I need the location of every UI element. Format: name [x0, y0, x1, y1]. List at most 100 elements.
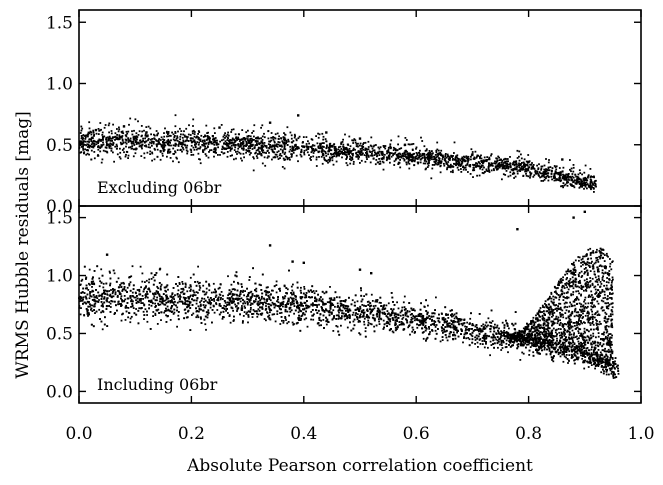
- data-point: [544, 170, 547, 172]
- data-point: [324, 138, 327, 140]
- data-point: [491, 320, 494, 322]
- data-point: [125, 142, 128, 145]
- data-point: [585, 183, 587, 186]
- data-point: [494, 323, 496, 326]
- data-point: [430, 154, 433, 157]
- data-point: [195, 291, 198, 293]
- data-point: [574, 173, 577, 176]
- data-point: [321, 145, 324, 148]
- data-point: [488, 171, 491, 173]
- data-point: [515, 162, 518, 165]
- data-point: [479, 155, 481, 158]
- data-point: [615, 365, 618, 368]
- data-point: [519, 170, 522, 172]
- data-point: [568, 175, 571, 178]
- data-point: [382, 312, 384, 315]
- data-point: [333, 143, 336, 145]
- data-point: [409, 333, 411, 336]
- data-point: [591, 358, 594, 361]
- data-point: [552, 360, 555, 363]
- data-point: [551, 178, 553, 181]
- data-point: [400, 321, 403, 323]
- data-point: [163, 146, 165, 149]
- data-point: [189, 276, 192, 279]
- data-point: [88, 282, 90, 285]
- data-point: [258, 153, 261, 155]
- data-point: [587, 361, 589, 364]
- data-point: [440, 312, 443, 315]
- data-point: [219, 140, 221, 143]
- data-point: [205, 124, 208, 127]
- data-point: [158, 142, 160, 145]
- data-point: [294, 144, 296, 147]
- data-point: [313, 313, 315, 316]
- data-point: [135, 308, 137, 310]
- data-point: [217, 299, 220, 302]
- data-point: [111, 292, 114, 295]
- data-point: [168, 134, 171, 137]
- data-point: [196, 135, 198, 138]
- data-point: [230, 128, 233, 131]
- data-point: [207, 309, 210, 312]
- data-point: [611, 358, 614, 360]
- data-point: [143, 156, 146, 159]
- data-point: [221, 298, 224, 300]
- data-point: [83, 314, 86, 317]
- data-point: [437, 159, 440, 162]
- data-point: [544, 346, 546, 349]
- data-point: [237, 281, 239, 284]
- data-point: [95, 296, 97, 299]
- data-point: [203, 301, 205, 303]
- data-point: [594, 180, 596, 182]
- data-point: [293, 136, 296, 139]
- data-point: [128, 123, 130, 126]
- data-point: [394, 324, 396, 327]
- data-point: [100, 305, 103, 307]
- data-point: [554, 166, 557, 169]
- data-point: [531, 344, 533, 347]
- data-point: [450, 323, 453, 325]
- data-point: [368, 316, 371, 319]
- data-point: [250, 139, 252, 142]
- data-point: [269, 311, 271, 314]
- data-point: [213, 147, 216, 150]
- data-point: [186, 300, 189, 303]
- data-point: [78, 300, 81, 303]
- data-point: [292, 146, 295, 149]
- data-point: [227, 294, 229, 297]
- data-point: [159, 151, 162, 153]
- data-point: [494, 160, 496, 163]
- data-point: [91, 304, 94, 307]
- data-point: [300, 292, 302, 294]
- data-point: [136, 136, 139, 138]
- data-point: [115, 138, 118, 140]
- data-point: [500, 330, 502, 333]
- data-point: [551, 341, 554, 344]
- data-point: [380, 150, 383, 153]
- data-point: [345, 162, 348, 164]
- data-point: [130, 275, 133, 278]
- data-point: [583, 187, 585, 190]
- data-point: [189, 294, 192, 297]
- data-point: [255, 155, 258, 157]
- data-point: [375, 153, 378, 155]
- data-point: [419, 155, 422, 158]
- data-point: [267, 137, 270, 140]
- data-point: [468, 338, 471, 341]
- data-point: [593, 191, 595, 193]
- data-point: [355, 145, 358, 147]
- data-point: [408, 158, 410, 161]
- data-point: [126, 286, 129, 289]
- data-point: [460, 168, 462, 170]
- data-point: [488, 164, 490, 167]
- data-point: [419, 153, 421, 155]
- data-point: [170, 144, 172, 147]
- data-point: [149, 146, 151, 149]
- data-point: [198, 138, 201, 141]
- outlier-point: [325, 131, 328, 134]
- data-point: [454, 157, 457, 160]
- data-point: [85, 153, 88, 156]
- data-point: [401, 318, 404, 320]
- data-point: [157, 140, 160, 143]
- data-point: [315, 156, 318, 159]
